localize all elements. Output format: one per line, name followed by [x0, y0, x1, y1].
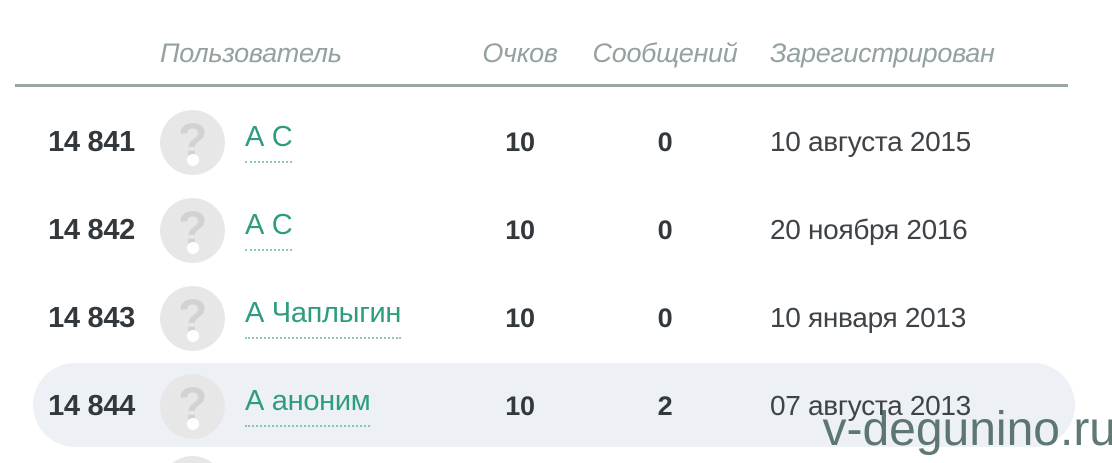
member-name-link[interactable]: А С — [245, 209, 293, 251]
table-row: 14 841 ? А С 10 0 10 августа 2015 — [0, 98, 1112, 186]
user-cell: А С — [245, 209, 475, 251]
question-mark-dot — [186, 153, 199, 166]
column-header-points: Очков — [482, 37, 558, 68]
member-rank: 14 841 — [48, 125, 135, 158]
user-cell: А Чаплыгин — [245, 297, 475, 339]
question-mark-dot — [186, 417, 199, 430]
avatar-cell: ? — [135, 109, 245, 175]
member-points: 10 — [505, 390, 535, 421]
member-messages: 0 — [657, 214, 673, 245]
member-registered-date: 10 августа 2015 — [770, 126, 971, 157]
member-points: 10 — [505, 126, 535, 157]
avatar-cell: ? — [135, 285, 245, 351]
avatar-placeholder-icon[interactable]: ? — [160, 109, 225, 175]
member-messages: 2 — [657, 390, 673, 421]
question-mark-dot — [186, 241, 199, 254]
avatar-placeholder-icon[interactable]: ? — [160, 285, 225, 351]
avatar-cell: ? — [135, 373, 245, 439]
member-rank: 14 844 — [48, 389, 135, 422]
table-header-row: Пользователь Очков Сообщений Зарегистрир… — [0, 0, 1112, 84]
member-points: 10 — [505, 302, 535, 333]
site-watermark: v-degunino.ru — [822, 403, 1112, 456]
member-name-link[interactable]: А аноним — [245, 385, 371, 427]
member-name-link[interactable]: А С — [245, 121, 293, 163]
member-points: 10 — [505, 214, 535, 245]
avatar-placeholder-icon[interactable]: ? — [160, 197, 225, 263]
avatar-placeholder-icon[interactable] — [160, 456, 225, 463]
column-header-messages: Сообщений — [592, 37, 738, 68]
table-row: 14 844 ? А аноним 10 2 07 августа 2013 — [0, 362, 1112, 450]
avatar-cell: ? — [135, 197, 245, 263]
user-cell: А аноним — [245, 385, 475, 427]
member-registered-date: 10 января 2013 — [770, 302, 966, 333]
table-row: 14 843 ? А Чаплыгин 10 0 10 января 2013 — [0, 274, 1112, 362]
header-divider — [15, 84, 1068, 87]
user-cell: А С — [245, 121, 475, 163]
table-row: 14 842 ? А С 10 0 20 ноября 2016 — [0, 186, 1112, 274]
table-body: 14 841 ? А С 10 0 10 августа 2015 14 842… — [0, 87, 1112, 450]
member-messages: 0 — [657, 126, 673, 157]
member-messages: 0 — [657, 302, 673, 333]
member-registered-date: 20 ноября 2016 — [770, 214, 968, 245]
column-header-registered: Зарегистрирован — [770, 37, 995, 68]
column-header-user: Пользователь — [160, 37, 342, 68]
member-rank: 14 843 — [48, 301, 135, 334]
avatar-placeholder-icon[interactable]: ? — [160, 373, 225, 439]
member-registered-date: 07 августа 2013 — [770, 390, 971, 421]
member-rank: 14 842 — [48, 213, 135, 246]
question-mark-dot — [186, 329, 199, 342]
member-name-link[interactable]: А Чаплыгин — [245, 297, 401, 339]
